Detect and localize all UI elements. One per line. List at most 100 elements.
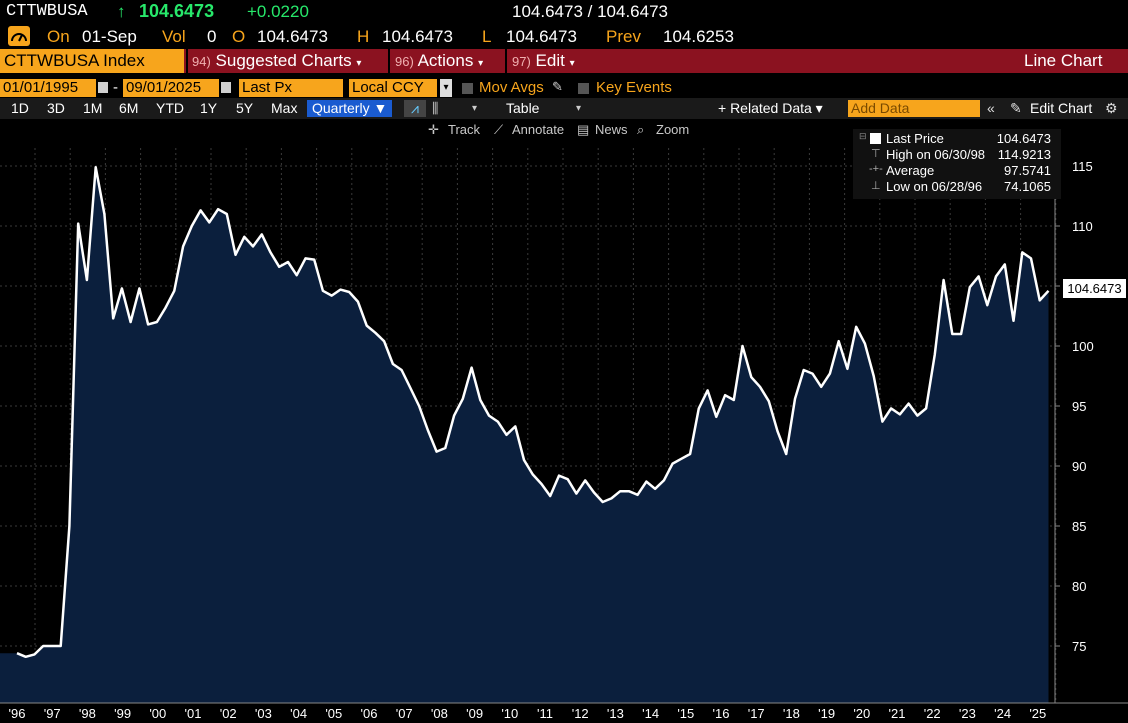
period-select[interactable]: Quarterly ▼ bbox=[307, 100, 393, 117]
x-tick-label: '96 bbox=[9, 706, 26, 721]
x-tick-label: '02 bbox=[220, 706, 237, 721]
up-arrow-icon: ↑ bbox=[117, 2, 126, 21]
mov-avgs-label[interactable]: Mov Avgs bbox=[479, 79, 544, 96]
x-tick-label: '21 bbox=[889, 706, 906, 721]
y-tick-label: 75 bbox=[1072, 639, 1086, 654]
legend-high: ⊤ High on 06/30/98 114.9213 bbox=[871, 147, 1051, 162]
last-price-label: 104.6473 bbox=[1063, 279, 1126, 298]
mov-avgs-checkbox[interactable] bbox=[462, 83, 473, 94]
zoom-icon[interactable]: ⌕ bbox=[637, 122, 645, 137]
security-field[interactable]: CTTWBUSA Index bbox=[0, 49, 184, 73]
function-bar: CTTWBUSA Index 94) Suggested Charts ▾ 96… bbox=[0, 49, 1128, 73]
x-tick-label: '11 bbox=[537, 706, 553, 721]
dropdown-icon: ▾ bbox=[478, 58, 484, 69]
vol-label: Vol bbox=[162, 27, 186, 46]
x-tick-label: '13 bbox=[607, 706, 624, 721]
line-chart-icon[interactable]: ⩘ bbox=[404, 100, 426, 117]
legend-low: ⊥ Low on 06/28/96 74.1065 bbox=[871, 179, 1051, 194]
edit-chart-button[interactable]: Edit Chart bbox=[1030, 100, 1093, 116]
range-ytd[interactable]: YTD bbox=[156, 100, 184, 116]
range-6m[interactable]: 6M bbox=[119, 100, 139, 116]
y-tick-label: 80 bbox=[1072, 579, 1086, 594]
quote-header: CTTWBUSA ↑ 104.6473 +0.0220 104.6473 / 1… bbox=[0, 0, 1128, 24]
add-data-input[interactable]: Add Data bbox=[848, 100, 980, 117]
legend-last-price: ⊟ Last Price 104.6473 bbox=[859, 131, 1051, 146]
range-3d[interactable]: 3D bbox=[47, 100, 65, 116]
annotate-icon[interactable]: ⟋ bbox=[494, 122, 504, 137]
start-date-field[interactable]: 01/01/1995 bbox=[0, 79, 96, 97]
legend-swatch bbox=[870, 133, 881, 144]
y-tick-label: 115 bbox=[1072, 159, 1093, 174]
bar-chart-icon[interactable]: ⫼ bbox=[432, 100, 439, 116]
actions-button[interactable]: 96) Actions ▾ bbox=[388, 49, 510, 73]
range-max[interactable]: Max bbox=[271, 100, 298, 116]
calendar-icon[interactable] bbox=[221, 82, 231, 93]
range-5y[interactable]: 5Y bbox=[236, 100, 254, 116]
related-data-button[interactable]: + Related Data ▾ bbox=[718, 100, 823, 116]
end-date-field[interactable]: 09/01/2025 bbox=[123, 79, 219, 97]
x-tick-label: '19 bbox=[818, 706, 835, 721]
chart-style-dropdown-icon[interactable]: ▾ bbox=[472, 103, 478, 114]
x-tick-label: '14 bbox=[642, 706, 659, 721]
edit-button[interactable]: 97) Edit ▾ bbox=[505, 49, 592, 73]
collapse-icon[interactable]: « bbox=[987, 100, 995, 116]
x-tick-label: '01 bbox=[185, 706, 202, 721]
calendar-icon[interactable] bbox=[98, 82, 108, 93]
high-marker-icon: ⊤ bbox=[871, 148, 881, 160]
crosshair-icon[interactable]: ✛ bbox=[428, 122, 439, 137]
high-value: 104.6473 bbox=[382, 27, 453, 46]
range-1d[interactable]: 1D bbox=[11, 100, 29, 116]
x-tick-label: '24 bbox=[994, 706, 1011, 721]
x-tick-label: '98 bbox=[79, 706, 96, 721]
track-button[interactable]: Track bbox=[448, 122, 481, 137]
on-label: On bbox=[47, 27, 70, 46]
pencil-icon[interactable]: ✎ bbox=[1010, 100, 1022, 116]
prev-value: 104.6253 bbox=[663, 27, 734, 46]
currency-dropdown-icon[interactable]: ▾ bbox=[440, 79, 452, 97]
news-button[interactable]: News bbox=[595, 122, 628, 137]
low-marker-icon: ⊥ bbox=[871, 180, 881, 192]
table-button[interactable]: Table bbox=[506, 100, 540, 116]
currency-select[interactable]: Local CCY bbox=[349, 79, 437, 97]
x-tick-label: '12 bbox=[572, 706, 589, 721]
legend: ⊟ Last Price 104.6473 ⊤ High on 06/30/98… bbox=[853, 129, 1061, 199]
key-events-label[interactable]: Key Events bbox=[596, 79, 672, 96]
x-tick-label: '03 bbox=[255, 706, 272, 721]
last-price: 104.6473 bbox=[139, 1, 215, 21]
price-area bbox=[0, 167, 1049, 703]
quote-date: 01-Sep bbox=[82, 27, 137, 46]
suggested-charts-button[interactable]: 94) Suggested Charts ▾ bbox=[186, 49, 392, 73]
zoom-button[interactable]: Zoom bbox=[656, 122, 690, 137]
dropdown-icon: ▾ bbox=[569, 58, 575, 69]
prev-label: Prev bbox=[606, 27, 641, 46]
field-select[interactable]: Last Px bbox=[239, 79, 343, 97]
news-icon[interactable]: ▤ bbox=[577, 122, 590, 137]
quote-detail: On 01-Sep Vol 0 O 104.6473 H 104.6473 L … bbox=[0, 25, 1128, 48]
gauge-icon[interactable] bbox=[8, 26, 30, 46]
range-1y[interactable]: 1Y bbox=[200, 100, 218, 116]
x-tick-label: '04 bbox=[290, 706, 307, 721]
x-tick-label: '25 bbox=[1029, 706, 1046, 721]
range-1m[interactable]: 1M bbox=[83, 100, 103, 116]
ticker: CTTWBUSA bbox=[6, 2, 88, 21]
x-tick-label: '22 bbox=[924, 706, 941, 721]
annotate-button[interactable]: Annotate bbox=[512, 122, 565, 137]
x-tick-label: '00 bbox=[149, 706, 166, 721]
pencil-icon[interactable]: ✎ bbox=[552, 79, 563, 94]
y-tick-label: 100 bbox=[1072, 339, 1094, 354]
x-tick-labels: '96 '97 '98 '99 '00 '01 '02 '03 '04 '05 '06 '07 '08 '… bbox=[9, 706, 1047, 721]
collapse-box-icon[interactable]: ⊟ bbox=[859, 131, 867, 141]
table-dropdown-icon[interactable]: ▾ bbox=[576, 103, 582, 114]
legend-average: -+- Average 97.5741 bbox=[869, 163, 1051, 178]
date-dash: - bbox=[113, 79, 118, 96]
key-events-checkbox[interactable] bbox=[578, 83, 589, 94]
gear-icon[interactable]: ⚙ bbox=[1105, 100, 1118, 116]
x-tick-label: '10 bbox=[501, 706, 518, 721]
x-tick-label: '23 bbox=[959, 706, 976, 721]
average-marker-icon: -+- bbox=[869, 163, 883, 175]
y-tick-labels: 7580859095100105110115 bbox=[1055, 159, 1094, 654]
high-label: H bbox=[357, 27, 370, 46]
x-tick-label: '20 bbox=[853, 706, 870, 721]
range-bar: 1D 3D 1M 6M YTD 1Y 5Y Max Quarterly ▼ ⩘ … bbox=[0, 98, 1128, 119]
